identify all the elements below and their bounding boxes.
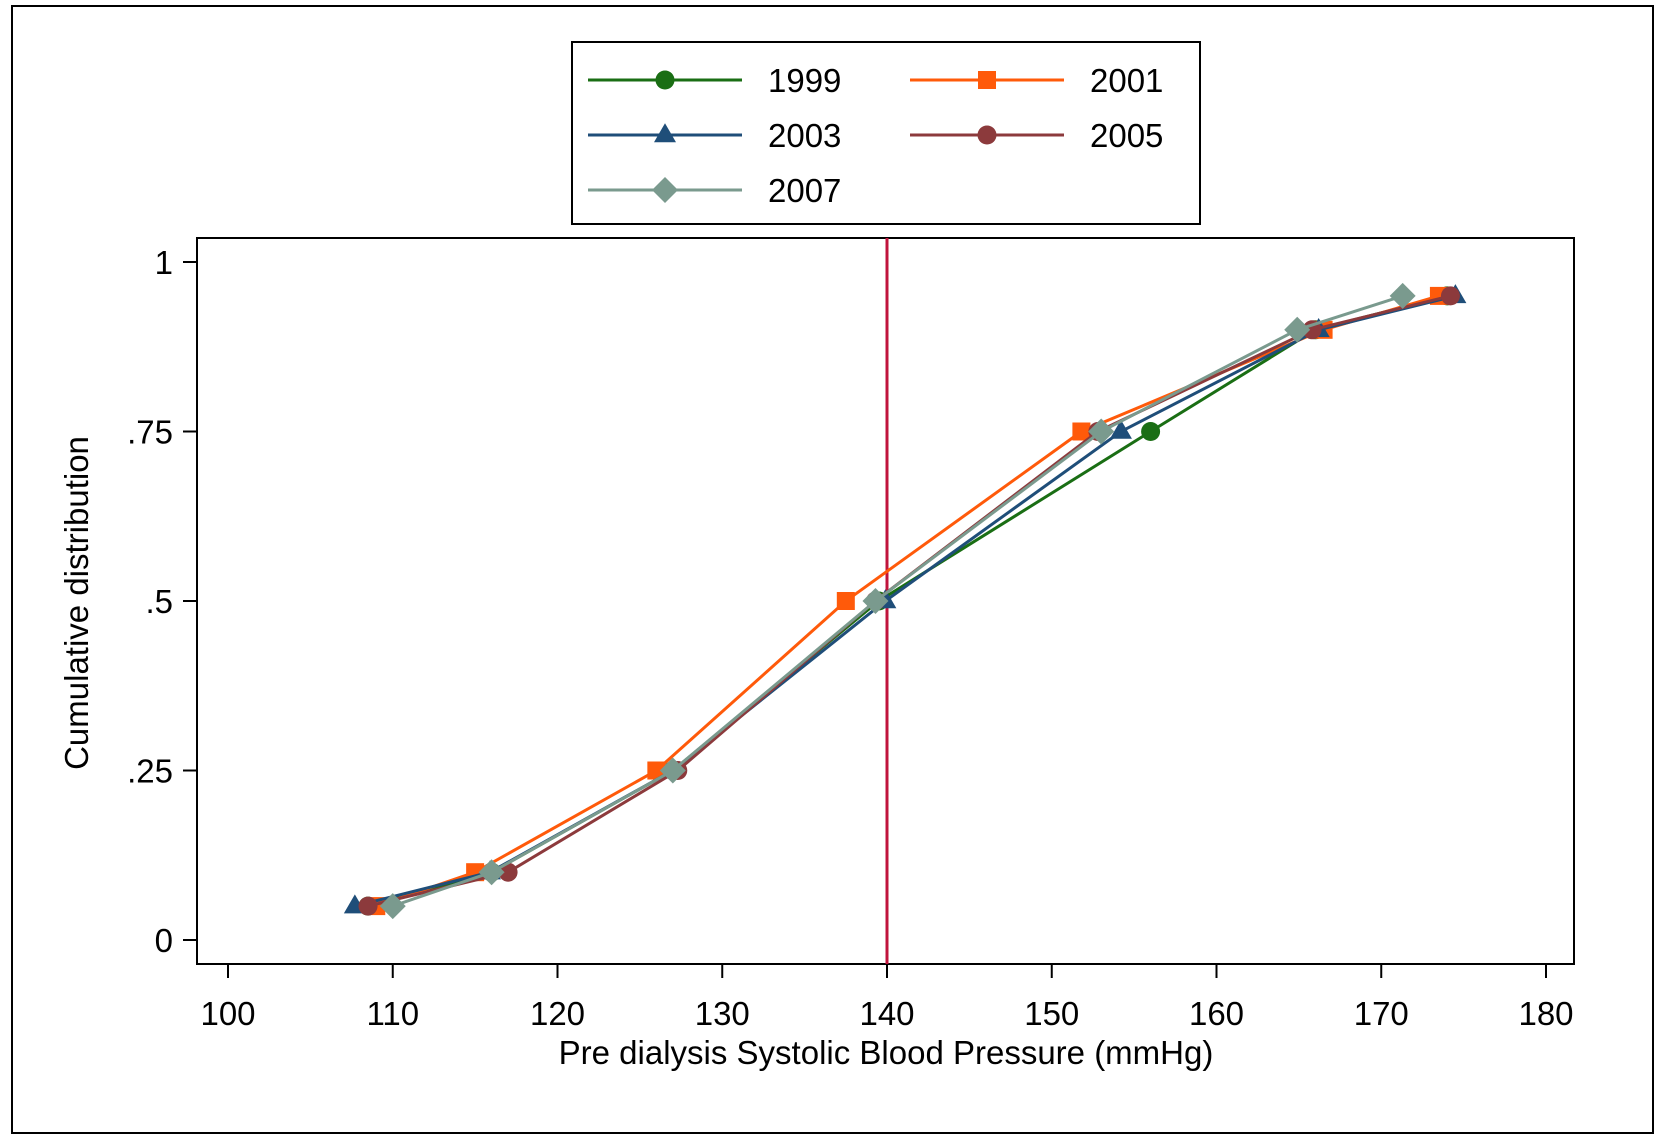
- legend-label: 1999: [768, 62, 841, 99]
- legend-item-2001: 2001: [910, 62, 1163, 99]
- data-point-2005: [1440, 286, 1460, 306]
- series-line-2001: [375, 294, 1440, 908]
- legend-label: 2001: [1090, 62, 1163, 99]
- legend-item-1999: 1999: [588, 62, 841, 99]
- legend-label: 2003: [768, 117, 841, 154]
- data-point-1999: [1141, 422, 1161, 441]
- series-line-2003: [354, 294, 1456, 908]
- y-axis: 0 .25 .5 .75 1: [127, 244, 197, 959]
- x-axis-label: Pre dialysis Systolic Blood Pressure (mm…: [559, 1034, 1214, 1071]
- y-tick-label: .5: [145, 583, 173, 620]
- series-line-2007: [392, 294, 1404, 908]
- legend-item-2005: 2005: [910, 117, 1163, 154]
- series-line-2005: [367, 294, 1451, 908]
- data-point-2007: [1088, 418, 1115, 445]
- data-point-2001: [1072, 422, 1091, 441]
- x-tick-label: 180: [1518, 995, 1573, 1032]
- data-point-2007: [862, 588, 889, 614]
- legend: 1999 2001 2003 2005 2007: [571, 41, 1201, 225]
- y-tick-label: 1: [155, 244, 173, 281]
- legend-marker-2005: [977, 125, 997, 145]
- series-1999: [358, 286, 1457, 916]
- legend-marker-2007: [652, 177, 678, 203]
- data-point-2007: [478, 859, 505, 886]
- x-tick-label: 140: [859, 995, 914, 1032]
- x-tick-label: 120: [530, 995, 585, 1032]
- legend-label: 2007: [768, 172, 841, 209]
- y-tick-label: .25: [127, 753, 173, 790]
- legend-box: [571, 41, 1201, 225]
- series-2005: [358, 286, 1460, 916]
- series-2003: [343, 284, 1467, 914]
- series-layer: [343, 282, 1467, 920]
- data-point-2001: [836, 592, 855, 610]
- data-point-2003: [1109, 419, 1132, 439]
- x-axis: 100 110 120 130 140 150 160 170 180: [200, 964, 1574, 1032]
- series-line-1999: [367, 294, 1448, 908]
- data-point-2007: [1284, 316, 1311, 343]
- data-point-2007: [1389, 282, 1416, 309]
- data-point-2005: [498, 862, 518, 882]
- data-point-2007: [379, 893, 406, 920]
- legend-item-2007: 2007: [588, 172, 841, 209]
- legend-label: 2005: [1090, 117, 1163, 154]
- y-axis-label: Cumulative distribution: [58, 436, 95, 770]
- y-tick-label: .75: [127, 414, 173, 451]
- data-point-2007: [659, 757, 686, 784]
- x-tick-label: 160: [1189, 995, 1244, 1032]
- x-tick-label: 110: [366, 995, 419, 1032]
- x-tick-label: 170: [1354, 995, 1409, 1032]
- legend-item-2003: 2003: [588, 117, 841, 154]
- data-point-2001: [647, 761, 666, 780]
- y-tick-label: 0: [155, 922, 173, 959]
- series-2007: [379, 282, 1416, 920]
- series-2001: [367, 286, 1448, 916]
- legend-marker-2003: [654, 123, 676, 143]
- legend-marker-2001: [978, 71, 996, 89]
- x-tick-label: 150: [1024, 995, 1079, 1032]
- x-tick-label: 100: [200, 995, 255, 1032]
- x-tick-label: 130: [695, 995, 750, 1032]
- data-point-2005: [358, 896, 378, 916]
- legend-marker-1999: [655, 70, 675, 90]
